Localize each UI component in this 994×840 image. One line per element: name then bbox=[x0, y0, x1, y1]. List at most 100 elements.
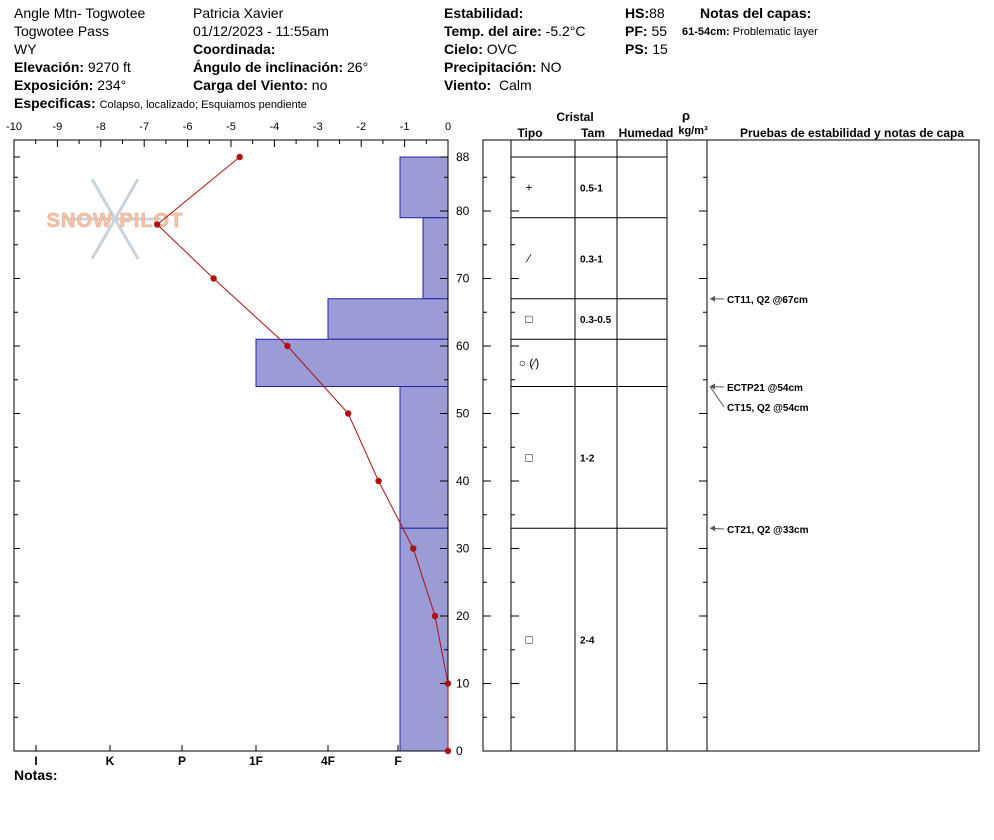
height-tick-label: 88 bbox=[456, 150, 470, 164]
crystal-type-glyph: □ bbox=[525, 633, 532, 647]
temp-tick-label: -4 bbox=[270, 121, 280, 133]
temp-tick-label: -8 bbox=[96, 121, 106, 133]
layer-table: Cristal Tipo Tam Humedad ρ kg/m³ Pruebas de es… bbox=[482, 108, 980, 752]
wind: Viento: Calm bbox=[444, 77, 532, 93]
temp-tick-label: -6 bbox=[183, 121, 193, 133]
precipitation: Precipitación: NO bbox=[444, 59, 562, 75]
snow-height: HS:88 bbox=[625, 5, 665, 21]
crystal-type-glyph: ○ (⁄) bbox=[519, 356, 540, 370]
height-tick-label: 50 bbox=[456, 407, 470, 421]
height-tick-label: 0 bbox=[456, 744, 463, 758]
air-temperature: Temp. del aire: -5.2°C bbox=[444, 23, 586, 39]
temperature-profile bbox=[154, 153, 452, 755]
temp-tick-label: -1 bbox=[400, 121, 410, 133]
temp-point bbox=[375, 477, 382, 485]
stability-tests: CT11, Q2 @67cm ECTP21 @54cm CT15, Q2 @54cm… bbox=[709, 295, 809, 536]
test-label: CT21, Q2 @33cm bbox=[727, 525, 809, 536]
temp-line bbox=[156, 156, 449, 751]
stability: Estabilidad: bbox=[444, 5, 524, 21]
hardness-tick-label: F bbox=[394, 754, 401, 768]
temp-point bbox=[236, 153, 243, 161]
crystal-size: 0.3-1 bbox=[580, 254, 603, 265]
test-label: CT15, Q2 @54cm bbox=[727, 403, 809, 414]
temp-point bbox=[410, 545, 417, 552]
sky: Cielo: OVC bbox=[444, 41, 518, 57]
test-label: ECTP21 @54cm bbox=[727, 383, 803, 394]
datetime: 01/12/2023 - 11:55am bbox=[193, 23, 329, 39]
test-label: CT11, Q2 @67cm bbox=[727, 295, 808, 306]
temp-tick-label: -5 bbox=[226, 121, 236, 133]
temp-tick-label: -7 bbox=[139, 121, 149, 133]
hardness-tick-label: K bbox=[106, 754, 115, 768]
observer: Patricia Xavier bbox=[193, 5, 284, 21]
crystal-type-glyph: □ bbox=[525, 450, 532, 464]
layer-notes-title: Notas del capas: bbox=[700, 5, 812, 21]
height-tick-label: 10 bbox=[456, 677, 470, 691]
header-moisture: Humedad bbox=[619, 126, 674, 140]
crystal-size: 1-2 bbox=[580, 453, 595, 464]
temperature-axis: -10 -9 -8 -7 -6 -5 -4 -3 -2 -1 0 bbox=[6, 121, 451, 147]
hardness-layers bbox=[255, 156, 449, 752]
crystal-type-glyph: □ bbox=[525, 312, 532, 326]
height-tick-label: 20 bbox=[456, 609, 470, 623]
slope-angle: Ángulo de inclinación: 26° bbox=[193, 59, 369, 75]
elevation: Elevación: 9270 ft bbox=[14, 59, 131, 75]
state: WY bbox=[14, 41, 37, 57]
crystal-size: 2-4 bbox=[580, 636, 595, 647]
test-arrowhead bbox=[710, 525, 715, 532]
location: Angle Mtn- Togwotee bbox=[14, 5, 146, 21]
crystal-size: 0.3-0.5 bbox=[580, 315, 612, 326]
hardness-tick-label: 1F bbox=[249, 754, 263, 768]
snowflake-arm bbox=[90, 178, 117, 220]
area: Togwotee Pass bbox=[14, 23, 109, 39]
height-axis: 0 10 20 30 40 50 60 70 80 88 bbox=[14, 150, 470, 758]
snowpilot-logo: SNOW PILOT bbox=[46, 178, 184, 260]
test-arrow bbox=[709, 386, 725, 408]
temp-tick-label: -2 bbox=[356, 121, 366, 133]
crystal-type-glyph: + bbox=[525, 180, 532, 194]
specifics: Especificas: Colapso, localizado; Esquia… bbox=[14, 95, 307, 111]
header-density-unit: kg/m³ bbox=[678, 125, 708, 137]
aspect: Exposición: 234° bbox=[14, 77, 127, 93]
header-type: Tipo bbox=[517, 126, 542, 140]
hardness-layer bbox=[399, 156, 449, 219]
temp-point bbox=[210, 275, 217, 282]
temp-tick-label: -3 bbox=[313, 121, 323, 133]
height-tick-label: 70 bbox=[456, 272, 470, 286]
hardness-tick-label: P bbox=[178, 754, 186, 768]
temp-point bbox=[444, 747, 452, 755]
logo-text: SNOW PILOT bbox=[47, 210, 184, 232]
height-tick-label: 30 bbox=[456, 542, 470, 556]
temp-point bbox=[154, 221, 161, 228]
hardness-axis: I K P 1F 4F F bbox=[34, 745, 402, 768]
coordinates: Coordinada: bbox=[193, 41, 276, 57]
temp-tick-label: 0 bbox=[445, 121, 451, 133]
height-tick-label: 40 bbox=[456, 474, 470, 488]
temp-tick-label: -9 bbox=[53, 121, 63, 133]
snowflake-arm bbox=[113, 178, 140, 220]
temp-tick-label: -10 bbox=[6, 121, 22, 133]
height-tick-label: 80 bbox=[456, 204, 470, 218]
header-size: Tam bbox=[581, 126, 605, 140]
header-density-symbol: ρ bbox=[682, 108, 690, 123]
header-crystal: Cristal bbox=[556, 110, 593, 124]
header-tests: Pruebas de estabilidad y notas de capa bbox=[740, 126, 964, 140]
wind-loading: Carga del Viento: no bbox=[193, 77, 328, 93]
pit-depth: PF: 55 bbox=[625, 23, 668, 39]
temp-point bbox=[284, 342, 291, 350]
snowflake-arm bbox=[90, 218, 117, 260]
hardness-layer bbox=[327, 298, 449, 340]
table-border bbox=[482, 139, 980, 752]
temp-point bbox=[344, 410, 352, 417]
notes-label: Notas: bbox=[14, 767, 58, 783]
temp-point bbox=[444, 680, 452, 687]
snowflake-arm bbox=[113, 218, 140, 260]
hardness-layer bbox=[399, 527, 449, 752]
test-arrowhead bbox=[710, 295, 715, 302]
test-arrowhead bbox=[710, 383, 715, 390]
hardness-layer bbox=[399, 386, 449, 529]
crystal-size: 0.5-1 bbox=[580, 183, 603, 194]
hardness-tick-label: I bbox=[34, 754, 37, 768]
crystal-type-glyph: ⁄ bbox=[525, 251, 532, 265]
